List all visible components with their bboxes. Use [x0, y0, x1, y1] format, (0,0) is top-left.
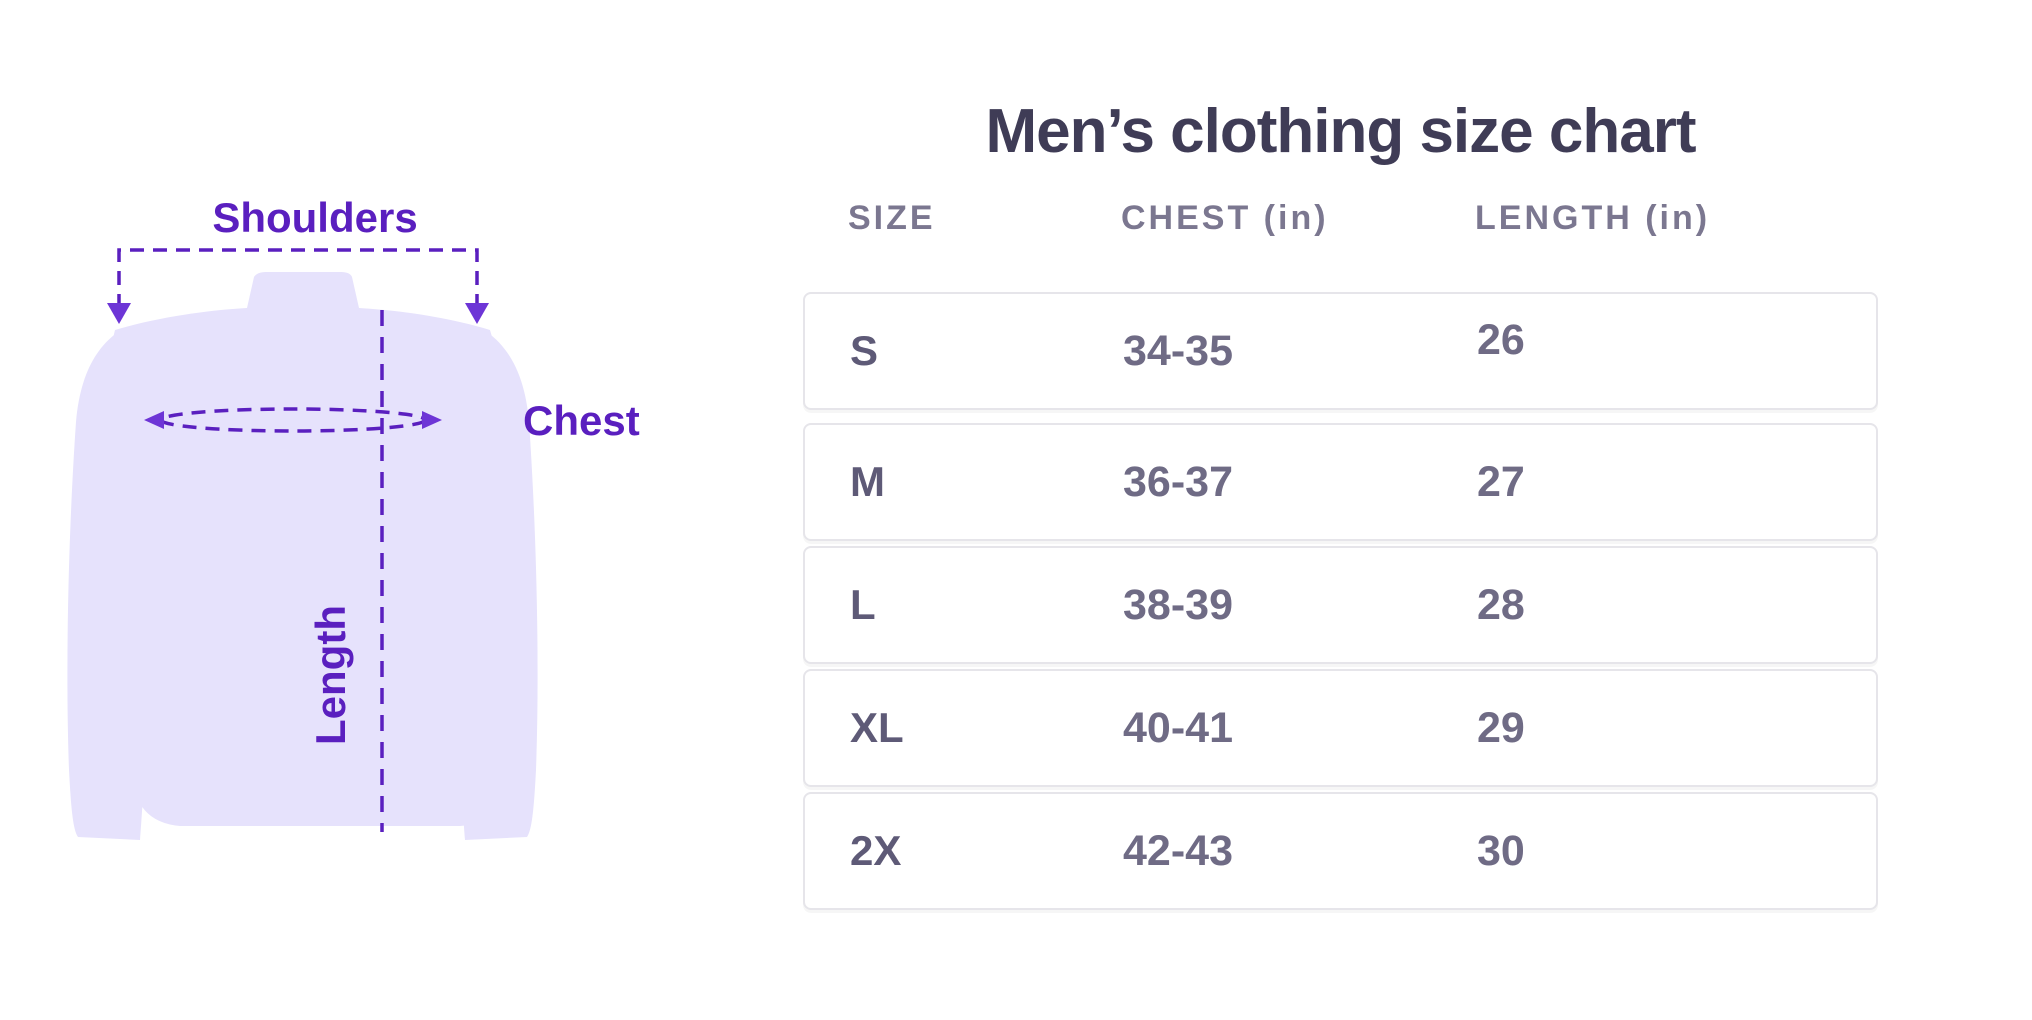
chest-cell: 42-43 [1123, 826, 1233, 875]
chest-cell: 38-39 [1123, 580, 1233, 629]
length-cell: 26 [1477, 315, 1525, 364]
shoulders-arrowheads [107, 303, 489, 324]
length-cell: 29 [1477, 703, 1525, 752]
size-table: S 34-35 26 M 36-37 27 L 38-39 28 XL 40-4… [803, 292, 1878, 915]
shirt-measure-diagram: Shoulders Chest Length [67, 194, 640, 840]
length-cell: 30 [1477, 826, 1525, 875]
column-header-chest: CHEST (in) [1121, 198, 1329, 237]
shirt-illustration [67, 272, 538, 840]
size-cell: XL [850, 704, 904, 751]
page-title: Men’s clothing size chart [985, 97, 1697, 166]
shirt-torso [112, 272, 514, 826]
shoulders-measure-line [117, 248, 479, 308]
chest-cell: 34-35 [1123, 326, 1233, 375]
size-cell: M [850, 458, 885, 505]
length-cell: 27 [1477, 457, 1525, 506]
table-row: XL 40-41 29 [803, 669, 1878, 787]
table-row: S 34-35 26 [803, 292, 1878, 410]
chest-cell: 40-41 [1123, 703, 1233, 752]
table-row: L 38-39 28 [803, 546, 1878, 664]
column-header-length: LENGTH (in) [1475, 198, 1711, 237]
table-row: M 36-37 27 [803, 423, 1878, 541]
size-cell: S [850, 327, 879, 374]
column-header-size: SIZE [848, 198, 936, 237]
length-label: Length [307, 605, 354, 745]
size-cell: 2X [850, 827, 902, 874]
chest-cell: 36-37 [1123, 457, 1233, 506]
table-row: 2X 42-43 30 [803, 792, 1878, 910]
length-cell: 28 [1477, 580, 1525, 629]
table-header-row: SIZE CHEST (in) LENGTH (in) [803, 196, 1878, 240]
size-cell: L [850, 581, 876, 628]
chest-arrowheads [144, 411, 442, 429]
chest-label: Chest [523, 397, 640, 444]
shoulders-label: Shoulders [212, 194, 417, 241]
